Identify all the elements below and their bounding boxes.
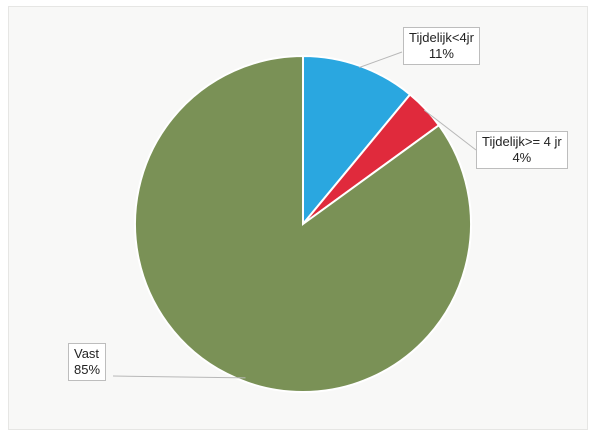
pie-slice-vast [134,54,472,393]
slice-name: Tijdelijk>= 4 jr [482,134,562,149]
leader-line [112,375,246,379]
slice-name: Vast [74,346,100,361]
leader-line [423,109,477,151]
leader-line [359,51,403,68]
slice-name: Tijdelijk<4jr [409,30,474,45]
data-label-vast: Vast 85% [68,343,107,381]
data-label-tijdelijk-gte-4jr: Tijdelijk>= 4 jr 4% [476,131,568,169]
pie-slice-tijdelijk-4jr [302,54,412,227]
slice-percent: 85% [74,362,101,377]
slice-percent: 4% [512,150,532,165]
slice-percent: 11% [428,46,454,61]
data-label-tijdelijk-lt-4jr: Tijdelijk<4jr 11% [403,27,480,65]
